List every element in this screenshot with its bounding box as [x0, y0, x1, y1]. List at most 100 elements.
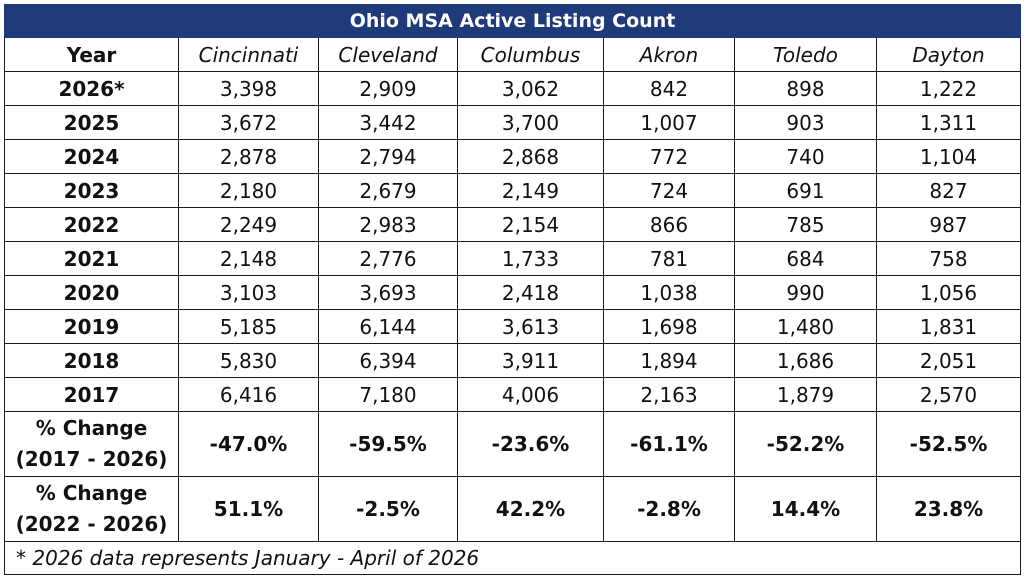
table-cell: 724	[603, 173, 735, 208]
table-row: 2026* 3,398 2,909 3,062 842 898 1,222	[4, 71, 1022, 106]
footnote-row: * 2026 data represents January - April o…	[3, 541, 1022, 575]
table-cell: 903	[734, 105, 877, 140]
table-cell: 1,831	[875, 309, 1022, 344]
table-cell: 2,794	[318, 139, 458, 174]
percent-change-cell: 51.1%	[178, 476, 319, 542]
table-cell: 2,163	[603, 377, 735, 412]
table-cell: 5,185	[178, 309, 319, 344]
table-cell: 2,148	[178, 241, 319, 276]
table-row: 2023 2,180 2,679 2,149 724 691 827	[4, 173, 1022, 208]
table-cell: 3,398	[178, 71, 319, 106]
table-cell: 898	[734, 71, 877, 106]
table-row: 2018 5,830 6,394 3,911 1,894 1,686 2,051	[4, 343, 1022, 378]
table-cell: 6,416	[178, 377, 319, 412]
table-cell: 2,149	[457, 173, 604, 208]
column-header-akron: Akron	[603, 37, 735, 72]
percent-change-label-line1: % Change	[35, 416, 148, 440]
column-header-cleveland: Cleveland	[318, 37, 458, 72]
table-row: 2020 3,103 3,693 2,418 1,038 990 1,056	[4, 275, 1022, 310]
table-row: 2021 2,148 2,776 1,733 781 684 758	[4, 241, 1022, 276]
row-year-label: 2021	[4, 241, 179, 276]
table-cell: 1,222	[875, 71, 1022, 106]
percent-change-cell: 23.8%	[875, 476, 1022, 542]
table-cell: 2,909	[318, 71, 458, 106]
table-cell: 2,868	[457, 139, 604, 174]
table-cell: 6,394	[318, 343, 458, 378]
table-cell: 3,700	[457, 105, 604, 140]
percent-change-label: % Change (2017 - 2026)	[4, 411, 179, 477]
table-cell: 1,038	[603, 275, 735, 310]
table-cell: 1,894	[603, 343, 735, 378]
percent-change-cell: -61.1%	[603, 411, 735, 477]
table-cell: 2,249	[178, 207, 319, 242]
percent-change-row: % Change (2022 - 2026) 51.1% -2.5% 42.2%…	[4, 476, 1022, 542]
table-cell: 2,180	[178, 173, 319, 208]
column-header-cincinnati: Cincinnati	[178, 37, 319, 72]
table-cell: 2,154	[457, 207, 604, 242]
column-header-toledo: Toledo	[734, 37, 877, 72]
table-cell: 740	[734, 139, 877, 174]
table-cell: 2,570	[875, 377, 1022, 412]
table-row: 2022 2,249 2,983 2,154 866 785 987	[4, 207, 1022, 242]
table-cell: 3,672	[178, 105, 319, 140]
row-year-label: 2018	[4, 343, 179, 378]
table-cell: 3,911	[457, 343, 604, 378]
column-header-dayton: Dayton	[875, 37, 1022, 72]
table-cell: 1,879	[734, 377, 877, 412]
table-cell: 781	[603, 241, 735, 276]
table-row: 2017 6,416 7,180 4,006 2,163 1,879 2,570	[4, 377, 1022, 412]
table-cell: 3,613	[457, 309, 604, 344]
row-year-label: 2024	[4, 139, 179, 174]
table-cell: 2,418	[457, 275, 604, 310]
row-year-label: 2020	[4, 275, 179, 310]
table-cell: 785	[734, 207, 877, 242]
table-cell: 7,180	[318, 377, 458, 412]
table-cell: 842	[603, 71, 735, 106]
table-cell: 987	[875, 207, 1022, 242]
percent-change-cell: -2.8%	[603, 476, 735, 542]
table-cell: 1,480	[734, 309, 877, 344]
table-cell: 3,442	[318, 105, 458, 140]
table-cell: 2,679	[318, 173, 458, 208]
row-year-label: 2023	[4, 173, 179, 208]
row-year-label: 2026*	[4, 71, 179, 106]
percent-change-cell: -47.0%	[178, 411, 319, 477]
row-year-label: 2017	[4, 377, 179, 412]
table-cell: 691	[734, 173, 877, 208]
table-cell: 1,733	[457, 241, 604, 276]
table-cell: 1,104	[875, 139, 1022, 174]
percent-change-cell: -52.5%	[875, 411, 1022, 477]
table-cell: 1,007	[603, 105, 735, 140]
column-header-columbus: Columbus	[457, 37, 604, 72]
table-cell: 684	[734, 241, 877, 276]
table-cell: 827	[875, 173, 1022, 208]
percent-change-cell: 14.4%	[734, 476, 877, 542]
percent-change-label: % Change (2022 - 2026)	[4, 476, 179, 542]
table-cell: 2,983	[318, 207, 458, 242]
table-cell: 1,311	[875, 105, 1022, 140]
percent-change-cell: 42.2%	[457, 476, 604, 542]
percent-change-label-line1: % Change	[35, 481, 148, 505]
table-cell: 3,693	[318, 275, 458, 310]
table-cell: 3,062	[457, 71, 604, 106]
listing-count-table: Ohio MSA Active Listing Count Year Cinci…	[3, 4, 1022, 575]
row-year-label: 2022	[4, 207, 179, 242]
table-title: Ohio MSA Active Listing Count	[3, 4, 1022, 38]
table-cell: 1,056	[875, 275, 1022, 310]
row-year-label: 2025	[4, 105, 179, 140]
table-cell: 3,103	[178, 275, 319, 310]
table-cell: 990	[734, 275, 877, 310]
percent-change-cell: -2.5%	[318, 476, 458, 542]
percent-change-cell: -23.6%	[457, 411, 604, 477]
table-cell: 2,776	[318, 241, 458, 276]
percent-change-cell: -52.2%	[734, 411, 877, 477]
percent-change-label-line2: (2022 - 2026)	[15, 512, 168, 536]
table-cell: 772	[603, 139, 735, 174]
table-cell: 2,878	[178, 139, 319, 174]
percent-change-cell: -59.5%	[318, 411, 458, 477]
year-column-header: Year	[4, 37, 179, 72]
table-cell: 6,144	[318, 309, 458, 344]
listing-table-container: Ohio MSA Active Listing Count Year Cinci…	[3, 4, 1022, 575]
table-cell: 4,006	[457, 377, 604, 412]
table-row: 2019 5,185 6,144 3,613 1,698 1,480 1,831	[4, 309, 1022, 344]
